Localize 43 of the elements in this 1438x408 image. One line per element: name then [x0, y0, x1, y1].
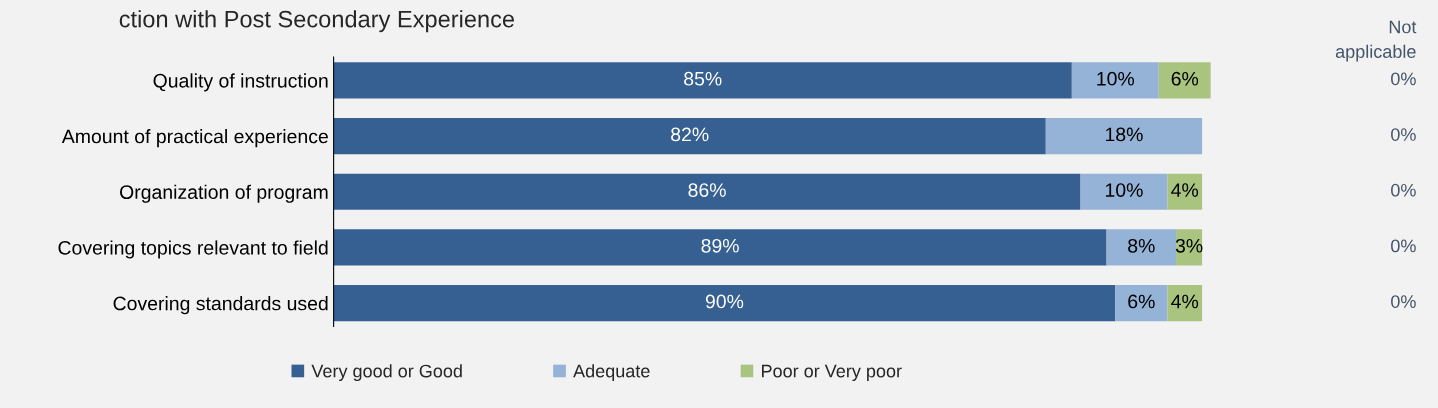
legend-label: Adequate [573, 364, 650, 382]
data-label: 6% [1171, 71, 1199, 86]
legend-label: Poor or Very poor [762, 364, 902, 382]
data-label: 4% [1171, 294, 1199, 309]
bar [1158, 62, 1211, 99]
bar [333, 173, 1081, 210]
data-label: 89% [701, 238, 739, 253]
data-label: 3% [1175, 238, 1203, 253]
bar [333, 117, 1046, 155]
bar [1115, 285, 1168, 322]
text: Not applicable [1335, 20, 1417, 62]
bar [1167, 173, 1203, 210]
bar [1106, 229, 1177, 266]
data-label: 8% [1128, 238, 1155, 253]
chart-title: ction with Post Secondary Experience [119, 10, 515, 33]
data-label: 18% [1105, 127, 1143, 142]
y-tick-label: Amount of practical experience [61, 129, 328, 148]
bar [333, 285, 1116, 322]
legend-label: Very good or Good [311, 364, 462, 382]
text: 0% [1391, 239, 1416, 253]
bar [1045, 117, 1203, 155]
data-label: 86% [688, 183, 726, 197]
y-tick-label: Quality of instruction [153, 73, 328, 92]
data-label: 6% [1128, 294, 1155, 309]
bar [1176, 229, 1203, 266]
y-tick-label: Covering standards used [113, 296, 328, 315]
y-tick-label: Covering topics relevant to field [58, 240, 328, 259]
bar [1080, 173, 1168, 210]
bar [1071, 62, 1159, 99]
data-label: 90% [705, 294, 744, 309]
data-label: 10% [1097, 71, 1135, 86]
text: 0% [1391, 128, 1416, 141]
bar [333, 62, 1072, 99]
data-label: 85% [684, 71, 722, 86]
data-label: 4% [1171, 183, 1199, 197]
y-tick-label: Organization of program [120, 184, 328, 203]
data-label: 10% [1105, 183, 1143, 197]
bar [333, 229, 1107, 266]
bar [1167, 285, 1203, 322]
text: 0% [1391, 183, 1416, 197]
text: 0% [1391, 295, 1416, 308]
data-label: 82% [671, 127, 709, 142]
text: 0% [1391, 72, 1416, 86]
